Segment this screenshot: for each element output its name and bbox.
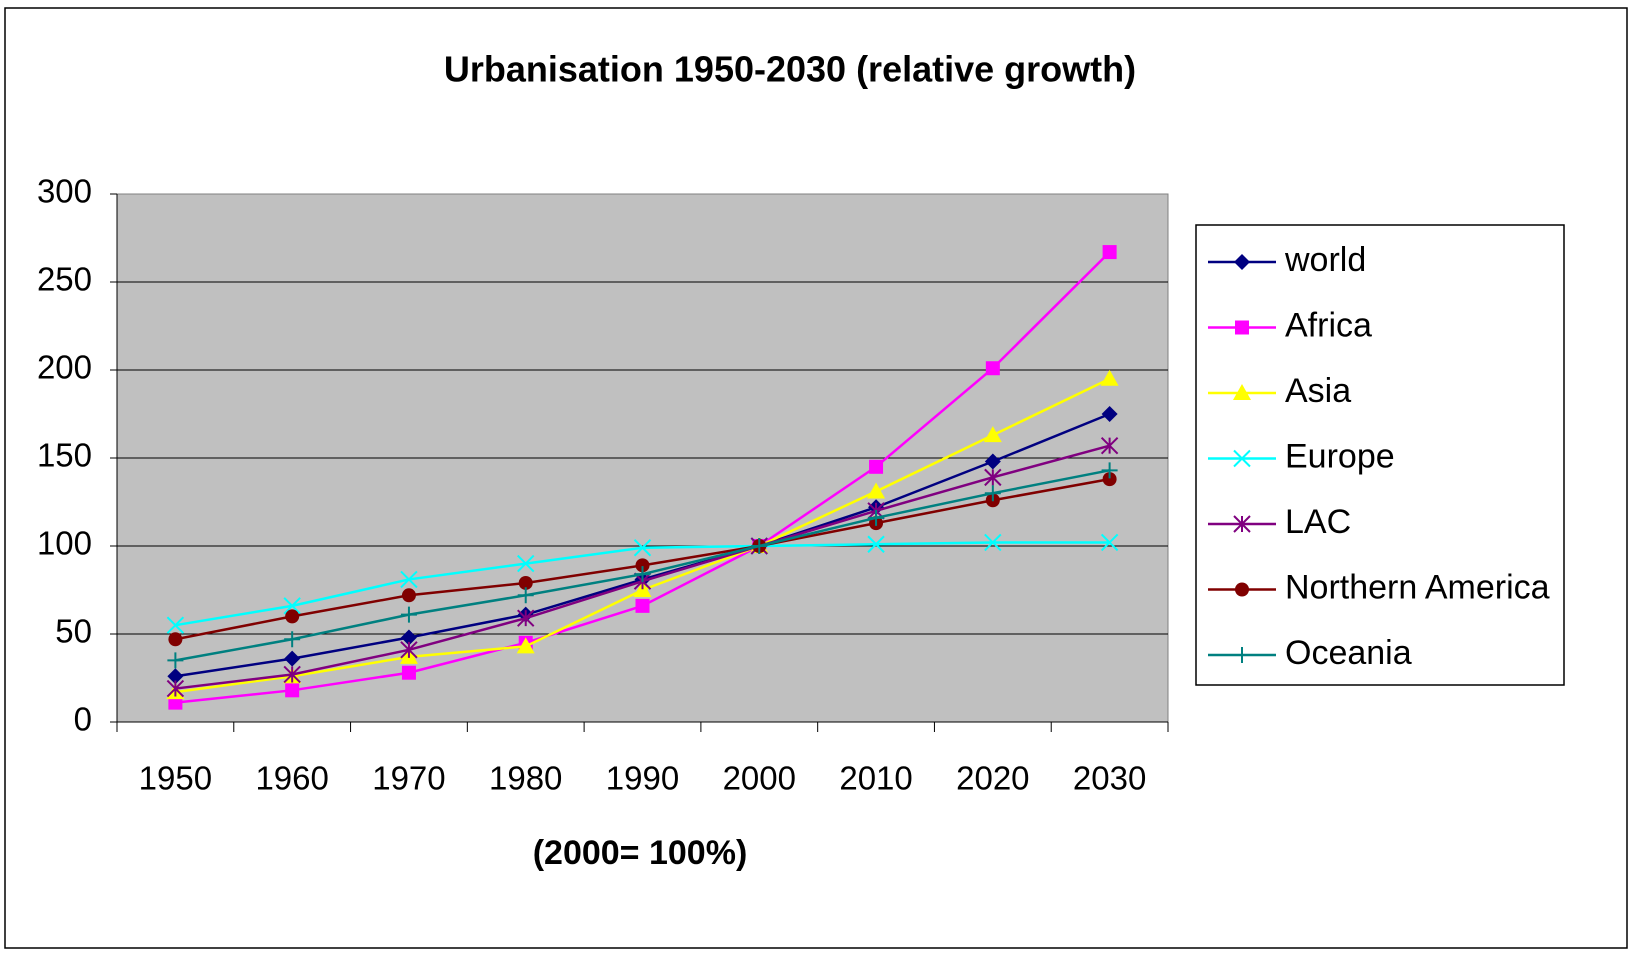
data-point [635,558,650,573]
x-tick-label: 2010 [839,760,912,797]
data-point [284,631,301,648]
data-point [984,468,1002,487]
data-point [400,570,418,589]
data-point [1101,462,1118,479]
legend-marker [1235,320,1249,335]
legend-marker [1235,582,1249,597]
legend-marker [1233,515,1251,533]
data-point [167,668,184,685]
data-point [168,695,183,710]
data-point [167,652,184,669]
data-point [1101,406,1118,422]
data-point [285,683,300,698]
data-point [284,650,301,667]
data-point [868,509,885,526]
data-point [1100,436,1119,455]
data-point [867,535,885,553]
x-tick-label: 2000 [723,760,796,797]
data-point [984,533,1002,552]
data-point [1102,472,1117,487]
y-tick-label: 200 [37,349,92,386]
y-tick-label: 0 [74,701,92,738]
legend-label: Africa [1285,306,1372,344]
chart-title: Urbanisation 1950-2030 (relative growth) [444,49,1136,90]
x-tick-label: 2020 [956,760,1029,797]
legend-marker [1233,449,1251,468]
legend-label: Asia [1285,372,1351,410]
data-point [867,482,886,499]
y-tick-label: 50 [55,613,92,650]
x-tick-label: 1990 [606,760,679,797]
data-point [166,616,185,634]
x-axis-label: (2000= 100%) [533,834,748,872]
x-tick-label: 1980 [489,760,562,797]
y-tick-label: 300 [37,173,92,210]
legend-label: Europe [1285,437,1395,475]
data-point [635,598,650,613]
y-tick-label: 100 [37,525,92,562]
data-point [1102,245,1117,260]
legend-marker [1234,647,1250,663]
data-point [516,637,535,654]
data-point [401,665,416,680]
data-point [984,453,1001,470]
data-point [869,459,884,474]
legend-label: LAC [1285,503,1351,541]
data-point [1100,369,1119,386]
data-point [166,679,185,698]
legend-marker [1233,384,1251,400]
data-point [517,587,534,604]
data-point [401,588,416,603]
data-point [283,665,301,684]
data-point [983,426,1002,443]
x-tick-label: 1970 [372,760,445,797]
data-point [1100,533,1119,552]
data-point [400,629,417,646]
data-point [984,485,1001,502]
data-point [751,538,768,554]
data-point [985,361,1000,376]
data-point [168,632,183,647]
x-tick-label: 1960 [255,760,328,797]
data-point [400,641,418,659]
data-point [400,606,417,623]
legend-label: world [1284,241,1366,279]
legend [1195,224,1565,686]
x-tick-label: 1950 [139,760,212,797]
data-point [517,609,535,627]
y-tick-label: 150 [37,437,92,474]
y-tick-label: 250 [37,261,92,298]
legend-marker [1234,254,1250,270]
x-tick-label: 2030 [1073,760,1146,797]
data-point [634,566,651,583]
legend-label: Oceania [1285,634,1412,672]
data-point [285,609,300,624]
data-point [633,539,652,557]
data-point [283,597,301,615]
data-point [517,554,535,573]
data-point [518,575,533,590]
legend-label: Northern America [1285,568,1550,606]
